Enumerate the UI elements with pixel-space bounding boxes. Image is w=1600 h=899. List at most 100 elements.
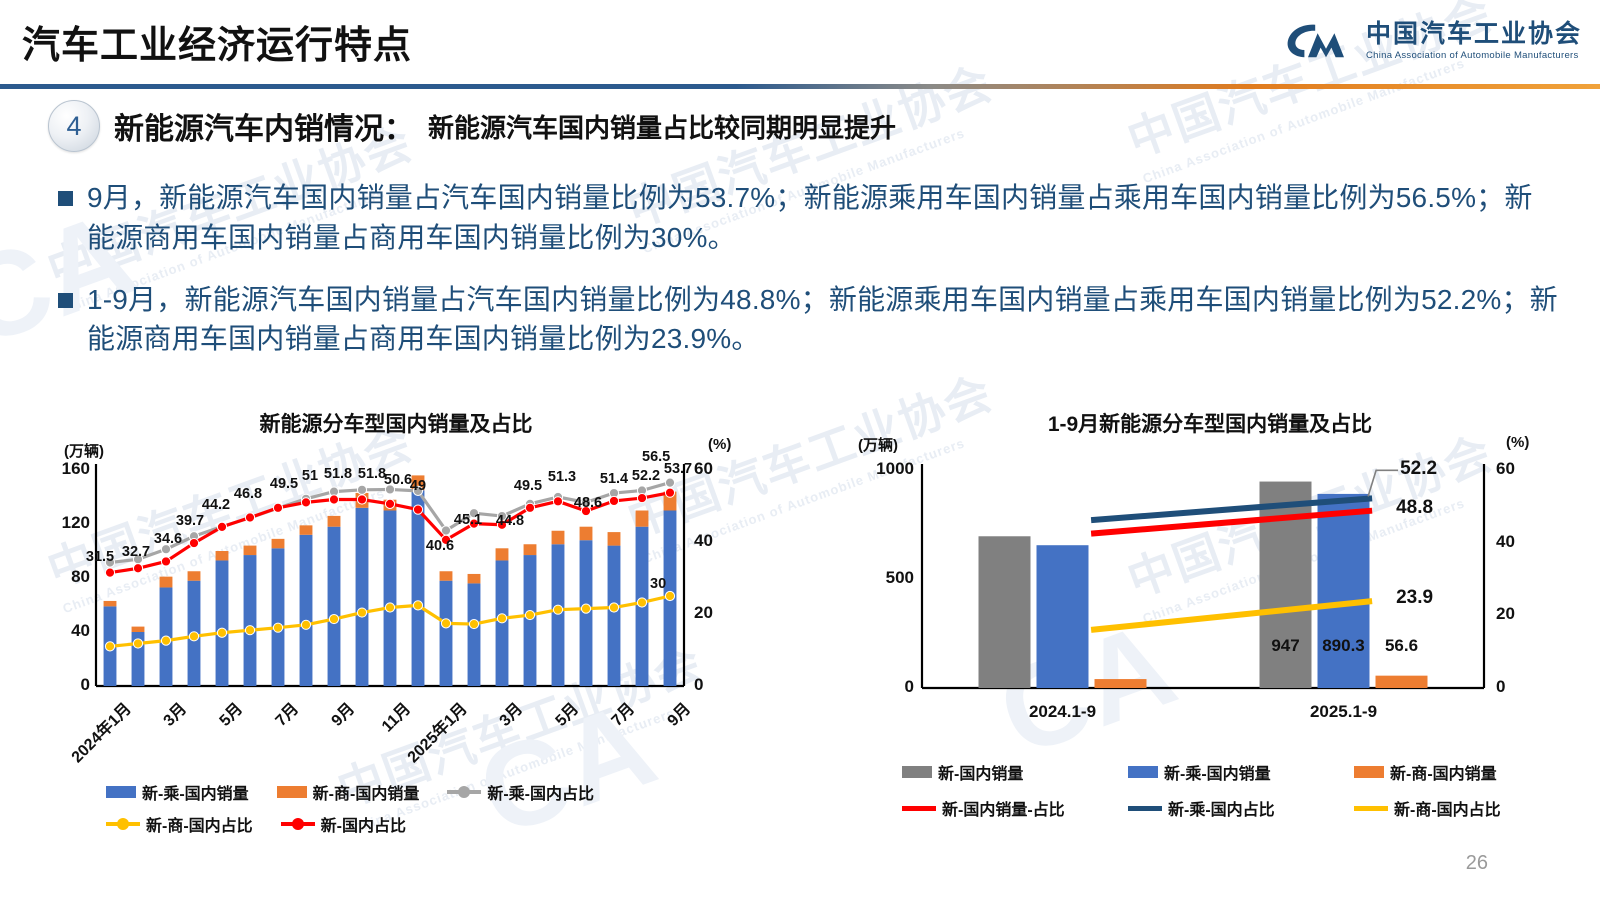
data-label-cv-sales: 56.6 — [1384, 636, 1419, 655]
legend-item: 新-国内占比 — [280, 812, 407, 836]
data-label: 52.2 — [631, 468, 661, 485]
logo-title-en: China Association of Automobile Manufact… — [1365, 49, 1579, 61]
data-label: 51 — [301, 468, 319, 485]
chart-title: 1-9月新能源分车型国内销量及占比 — [1047, 413, 1373, 436]
x-axis-tick: 2024.1-9 — [1028, 702, 1097, 721]
legend-marker-icon — [458, 786, 471, 798]
data-label: 45.1 — [453, 511, 483, 528]
section-subtitle: 新能源汽车国内销量占比较同期明显提升 — [428, 112, 897, 143]
bullet-item: 9月，新能源汽车国内销量占汽车国内销量比例为53.7%；新能源乘用车国内销量占乘… — [58, 178, 1558, 258]
data-label: 48.6 — [573, 495, 603, 512]
legend-item: 新-乘-国内占比 — [447, 780, 594, 804]
legend-item: 新-国内销量 — [902, 760, 1088, 784]
legend-line-swatch — [902, 805, 936, 811]
data-label: 51.8 — [357, 465, 387, 482]
data-label: 46.8 — [233, 485, 263, 502]
legend-swatch — [1128, 766, 1158, 778]
section-number-badge: 4 — [48, 100, 100, 152]
y2-axis-tick: 40 — [1496, 531, 1515, 551]
legend-swatch — [902, 766, 932, 778]
y-axis-tick: 500 — [885, 568, 914, 587]
data-label: 44.2 — [201, 496, 231, 513]
data-label-pv-ratio: 52.2 — [1400, 458, 1438, 480]
legend-label: 新-乘-国内销量 — [1164, 766, 1271, 783]
legend-line-swatch — [280, 818, 315, 830]
y-axis-tick: 160 — [61, 459, 90, 478]
y-axis-tick: 0 — [80, 675, 90, 694]
legend-item: 新-商-国内占比 — [106, 812, 253, 836]
data-label: 39.7 — [175, 513, 205, 530]
page-number: 26 — [1465, 852, 1488, 874]
legend-label: 新-乘-国内占比 — [487, 786, 595, 803]
legend-label: 新-商-国内销量 — [1390, 766, 1497, 783]
bullet-square-icon — [58, 292, 73, 308]
bullet-text: 9月，新能源汽车国内销量占汽车国内销量比例为53.7%；新能源乘用车国内销量占乘… — [87, 182, 1533, 253]
x-axis-tick: 2025.1-9 — [1309, 702, 1378, 721]
legend-marker-icon — [291, 818, 304, 830]
legend-label: 新-商-国内占比 — [146, 818, 253, 835]
legend-label: 新-国内销量 — [938, 766, 1024, 783]
chart-y2-unit: (%) — [708, 436, 732, 453]
y-axis-tick: 40 — [71, 621, 90, 640]
y2-axis-tick: 0 — [1496, 677, 1506, 696]
data-label: 32.7 — [121, 544, 151, 561]
legend-item: 新-商-国内销量 — [1354, 760, 1540, 784]
section-heading: 4 新能源汽车内销情况： 新能源汽车国内销量占比较同期明显提升 — [48, 100, 896, 152]
data-label: 50.6 — [383, 471, 413, 488]
legend-label: 新-国内占比 — [320, 818, 407, 835]
y2-axis-tick: 0 — [694, 675, 704, 694]
chart-y-unit: (万辆) — [858, 437, 898, 454]
bullet-text: 1-9月，新能源汽车国内销量占汽车国内销量比例为48.8%；新能源乘用车国内销量… — [87, 283, 1558, 355]
y2-axis-tick: 20 — [694, 603, 713, 622]
legend-label: 新-乘-国内销量 — [142, 786, 249, 803]
data-label: 49 — [409, 477, 427, 494]
bullet-item: 1-9月，新能源汽车国内销量占汽车国内销量比例为48.8%；新能源乘用车国内销量… — [58, 280, 1558, 360]
legend-label: 新-乘-国内占比 — [1168, 802, 1275, 819]
bullet-square-icon — [58, 191, 73, 206]
legend-label: 新-商-国内销量 — [312, 786, 420, 803]
data-label-total-ratio: 48.8 — [1396, 496, 1434, 518]
legend-line-swatch — [106, 818, 140, 830]
legend-line-swatch — [447, 786, 482, 798]
chart-y2-unit: (%) — [1506, 434, 1530, 451]
data-label-pv-sales: 890.3 — [1322, 636, 1365, 655]
logo-title-cn: 中国汽车工业协会 — [1365, 20, 1582, 49]
y-axis-tick: 120 — [61, 513, 90, 532]
y2-axis-tick: 60 — [694, 459, 713, 478]
data-label: 31.5 — [85, 548, 115, 565]
legend-item: 新-国内销量-占比 — [902, 796, 1088, 820]
section-title: 新能源汽车内销情况： — [114, 113, 414, 146]
legend-item: 新-乘-国内占比 — [1128, 796, 1314, 820]
data-label: 51.8 — [323, 465, 353, 482]
legend-label: 新-商-国内占比 — [1394, 802, 1501, 819]
y2-axis-tick: 40 — [694, 531, 713, 550]
data-label-pv-ratio: 56.5 — [642, 448, 671, 465]
chart-canvas — [920, 464, 1486, 690]
data-label: 49.5 — [513, 477, 543, 494]
data-label: 34.6 — [153, 531, 183, 548]
data-label-total-sales: 947 — [1271, 636, 1300, 655]
legend-line-swatch — [1354, 805, 1388, 811]
legend-line-swatch — [1128, 805, 1162, 811]
data-label-cv-ratio: 30 — [650, 576, 667, 592]
y-axis-tick: 1000 — [876, 459, 914, 478]
legend-item: 新-乘-国内销量 — [106, 780, 249, 804]
association-logo: 中国汽车工业协会 China Association of Automobile… — [1284, 18, 1582, 64]
chart-y-unit: (万辆) — [64, 443, 104, 460]
legend-swatch — [106, 786, 136, 798]
data-label: 40.6 — [425, 537, 455, 554]
y2-axis-tick: 60 — [1496, 459, 1515, 478]
header-divider — [0, 84, 1600, 89]
legend-marker-icon — [117, 818, 129, 830]
legend-item: 新-乘-国内销量 — [1128, 760, 1314, 784]
y-axis-tick: 0 — [904, 677, 914, 696]
chart-monthly-nev-domestic-sales: 新能源分车型国内销量及占比 (万辆) (%) 0 40 80 120 160 0 20 40 6… — [36, 408, 776, 868]
legend-swatch — [1354, 766, 1384, 778]
page-title: 汽车工业经济运行特点 — [22, 25, 413, 67]
data-label: 51.3 — [547, 469, 577, 486]
data-label-cv-ratio: 23.9 — [1396, 587, 1434, 609]
y-axis-tick: 80 — [71, 567, 90, 586]
chart-legend: 新-乘-国内销量 新-商-国内销量 新-乘-国内占比新-商-国内占比 新-国内占比 — [106, 780, 726, 836]
data-label: 49.5 — [269, 475, 299, 492]
legend-item: 新-商-国内占比 — [1354, 796, 1540, 820]
